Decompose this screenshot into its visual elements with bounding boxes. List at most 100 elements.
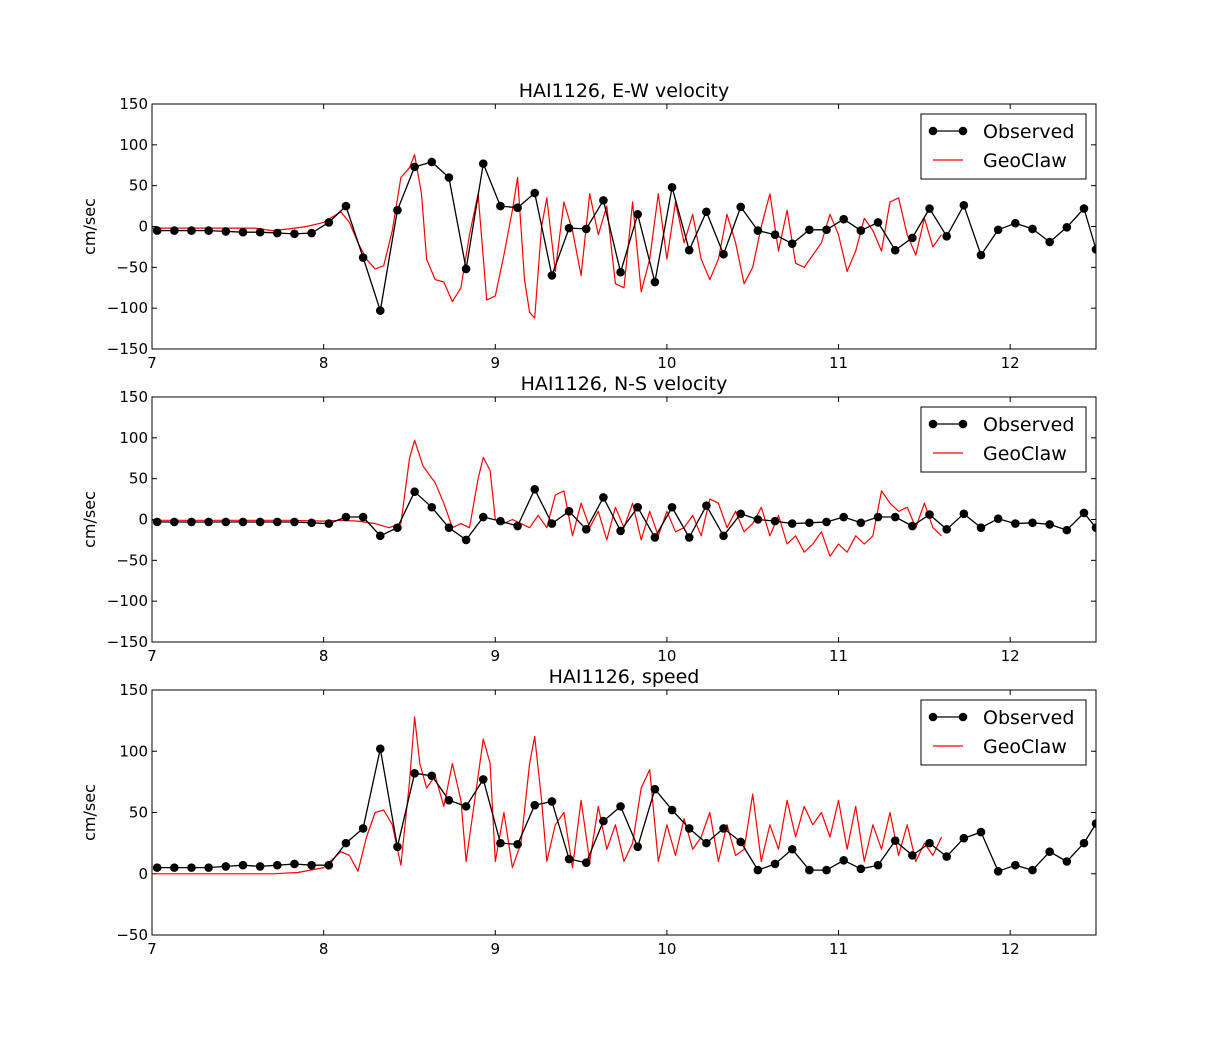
- data-point-observed: [547, 271, 557, 280]
- data-point-observed: [547, 797, 557, 806]
- data-point-observed: [942, 852, 951, 861]
- data-point-observed: [341, 512, 351, 522]
- data-point-observed: [908, 233, 917, 243]
- y-tick-label: 0: [138, 218, 148, 236]
- legend-marker-observed: [928, 126, 938, 136]
- data-point-observed: [702, 838, 711, 848]
- data-point-observed: [787, 844, 797, 854]
- data-point-observed: [684, 824, 694, 833]
- data-point-observed: [925, 204, 934, 213]
- data-point-observed: [444, 795, 454, 805]
- data-point-observed: [461, 802, 471, 811]
- data-point-observed: [770, 516, 780, 526]
- data-point-observed: [839, 214, 848, 224]
- data-point-observed: [890, 512, 900, 522]
- data-point-observed: [736, 202, 746, 212]
- data-point-observed: [410, 769, 419, 778]
- data-point-observed: [358, 512, 368, 522]
- data-point-observed: [993, 514, 1003, 523]
- x-tick-label: 10: [657, 940, 676, 958]
- data-point-observed: [633, 209, 643, 219]
- data-point-observed: [925, 838, 934, 848]
- legend-marker-observed: [958, 419, 968, 429]
- data-point-observed: [822, 865, 831, 875]
- data-point-observed: [427, 771, 437, 781]
- data-point-observed: [599, 196, 608, 205]
- data-point-observed: [873, 860, 883, 870]
- data-point-observed: [839, 855, 848, 865]
- chart-panel-1: 7 8 9 10 11 12 −150 −100 −50 0 50 100 150 HAI1126, E-…: [80, 80, 1097, 372]
- data-point-observed: [187, 226, 196, 235]
- data-point-observed: [1062, 223, 1072, 232]
- data-point-observed: [839, 512, 848, 522]
- data-point-observed: [753, 865, 763, 875]
- data-point-observed: [908, 521, 917, 531]
- data-point-observed: [170, 863, 179, 872]
- y-tick-label: −50: [116, 258, 148, 276]
- data-point-observed: [478, 159, 488, 168]
- data-point-observed: [805, 225, 814, 235]
- data-point-observed: [324, 218, 334, 227]
- chart-title: HAI1126, N-S velocity: [521, 373, 728, 395]
- data-point-observed: [238, 860, 248, 870]
- data-point-observed: [581, 525, 591, 534]
- x-tick-label: 7: [147, 647, 157, 665]
- x-tick-label: 11: [829, 940, 848, 958]
- legend-marker-observed: [928, 712, 938, 722]
- data-point-observed: [530, 484, 540, 494]
- data-point-observed: [221, 862, 231, 871]
- data-point-observed: [599, 816, 608, 826]
- data-point-observed: [650, 533, 660, 542]
- data-point-observed: [530, 188, 540, 198]
- data-point-observed: [187, 517, 196, 527]
- chart-title: HAI1126, E-W velocity: [519, 80, 730, 102]
- data-point-observed: [736, 837, 746, 847]
- x-tick-label: 8: [319, 647, 329, 665]
- x-tick-label: 8: [319, 940, 329, 958]
- x-tick-label: 9: [490, 940, 500, 958]
- y-tick-label: 100: [119, 429, 148, 447]
- data-point-observed: [942, 232, 951, 241]
- legend-label-geoclaw: GeoClaw: [983, 736, 1067, 758]
- data-point-observed: [581, 858, 591, 868]
- data-point-observed: [564, 507, 574, 516]
- legend-label-geoclaw: GeoClaw: [983, 150, 1067, 172]
- data-point-observed: [307, 228, 316, 238]
- y-tick-label: 100: [119, 742, 148, 760]
- data-point-observed: [530, 800, 540, 810]
- data-point-observed: [221, 517, 231, 527]
- data-point-observed: [684, 245, 694, 255]
- data-point-observed: [702, 501, 711, 510]
- data-point-observed: [478, 775, 488, 784]
- chart-panel-2: 7 8 9 10 11 12 −150 −100 −50 0 50 100 150 HAI1126, N-…: [80, 373, 1097, 665]
- x-tick-label: 12: [1001, 647, 1020, 665]
- data-point-observed: [925, 510, 934, 519]
- data-point-observed: [993, 225, 1003, 235]
- data-point-observed: [822, 517, 831, 527]
- y-axis-label: cm/sec: [80, 198, 99, 255]
- data-point-observed: [650, 277, 660, 287]
- y-tick-label: −50: [116, 551, 148, 569]
- y-tick-label: 100: [119, 136, 148, 154]
- data-point-observed: [444, 523, 454, 532]
- data-point-observed: [581, 224, 591, 234]
- data-point-observed: [1028, 865, 1037, 875]
- legend: Observed GeoClaw: [920, 406, 1087, 473]
- data-point-observed: [1011, 519, 1020, 528]
- data-point-observed: [204, 863, 213, 872]
- x-tick-label: 10: [657, 354, 676, 372]
- data-point-observed: [290, 229, 299, 239]
- data-point-observed: [856, 864, 866, 874]
- x-tick-label: 8: [319, 354, 329, 372]
- x-tick-label: 10: [657, 647, 676, 665]
- legend-label-observed: Observed: [983, 707, 1074, 729]
- data-point-observed: [1062, 525, 1072, 535]
- data-point-observed: [393, 205, 402, 215]
- data-point-observed: [496, 838, 505, 848]
- x-tick-label: 11: [829, 647, 848, 665]
- data-point-observed: [272, 517, 282, 527]
- data-point-observed: [1045, 520, 1054, 529]
- data-point-observed: [272, 228, 282, 238]
- data-point-observed: [255, 862, 265, 871]
